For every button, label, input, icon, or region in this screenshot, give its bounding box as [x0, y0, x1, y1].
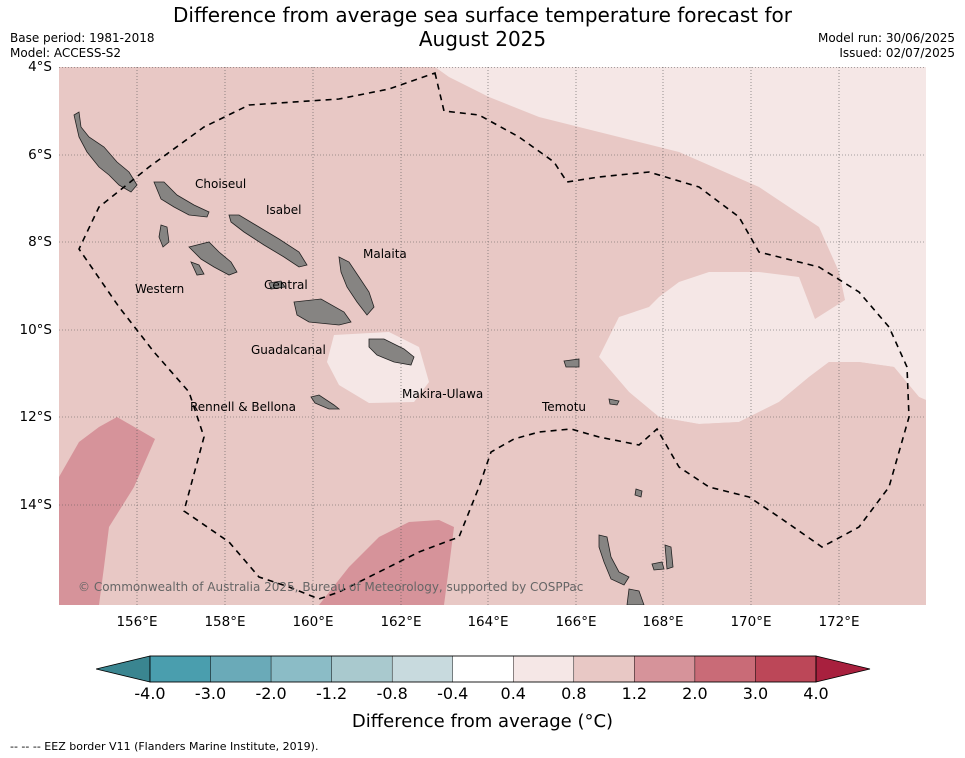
colorbar-tick-label: 2.0 — [682, 684, 708, 703]
colorbar-tick-label: 0.8 — [561, 684, 587, 703]
vanuatu-isle-4 — [651, 561, 665, 571]
colorbar-cell-10 — [755, 655, 817, 683]
colorbar-cell-2 — [270, 655, 332, 683]
makira-island — [368, 338, 415, 366]
sea-anomaly-band-south — [599, 357, 926, 605]
colorbar-tick-label: -2.0 — [255, 684, 287, 703]
model-name: Model: ACCESS-S2 — [10, 46, 122, 60]
colorbar-tick-label: 0.4 — [500, 684, 526, 703]
lat-label-8s: 8°S — [28, 234, 52, 250]
issued-date: Issued: 02/07/2025 — [839, 46, 955, 60]
central-isle — [268, 280, 286, 290]
sst-map — [59, 67, 926, 605]
lon-label-172e: 172°E — [818, 614, 860, 630]
rennell-island — [310, 394, 341, 410]
title-line-1: Difference from average sea surface temp… — [172, 3, 792, 27]
sea-anomaly-1.2-2.0-south — [319, 520, 454, 605]
colorbar-tick-label: -0.8 — [376, 684, 408, 703]
colorbar-cell-4 — [391, 655, 453, 683]
colorbar-extend-low — [96, 655, 151, 683]
lat-label-4s: 4°S — [28, 59, 52, 75]
vanuatu-isle-1 — [598, 534, 630, 586]
lon-label-170e: 170°E — [730, 614, 772, 630]
temotu-isle-2 — [608, 398, 620, 406]
lat-label-10s: 10°S — [19, 322, 53, 338]
colorbar-tick-label: -4.0 — [134, 684, 166, 703]
lat-label-14s: 14°S — [19, 497, 53, 513]
colorbar-extend-high — [815, 655, 871, 683]
place-isabel: Isabel — [266, 203, 302, 217]
lon-label-160e: 160°E — [292, 614, 334, 630]
colorbar-tick-label: 3.0 — [742, 684, 769, 703]
colorbar-label-text: Difference from average (°C) — [351, 711, 614, 732]
place-central: Central — [264, 278, 308, 292]
place-malaita: Malaita — [363, 247, 407, 261]
choiseul-island — [153, 181, 210, 218]
choiseul-land — [73, 111, 138, 193]
chart-title: Difference from average sea surface temp… — [0, 3, 965, 51]
lon-label-156e: 156°E — [116, 614, 158, 630]
place-makira-ulawa: Makira-Ulawa — [402, 387, 484, 401]
colorbar-tick-label: 1.2 — [621, 684, 648, 703]
lon-label-158e: 158°E — [204, 614, 246, 630]
sea-anomaly-1.2-2.0-sw — [59, 417, 155, 605]
colorbar — [96, 655, 871, 683]
sea-anomaly-0.4-0.8-north — [435, 67, 926, 424]
colorbar-cells — [149, 655, 817, 683]
vanuatu-isle-3 — [664, 544, 674, 570]
vanuatu-isle-2 — [626, 588, 645, 605]
colorbar-cell-0 — [149, 655, 211, 683]
colorbar-tick-label: 4.0 — [803, 684, 829, 703]
temotu-isle-1 — [563, 358, 580, 368]
lon-label-166e: 166°E — [555, 614, 597, 630]
graticule — [59, 67, 926, 605]
vanuatu-isle-5 — [634, 488, 643, 498]
place-choiseul: Choiseul — [195, 177, 247, 191]
lat-label-12s: 12°S — [19, 409, 53, 425]
colorbar-cell-9 — [694, 655, 756, 683]
model-run: Model run: 30/06/2025 — [817, 31, 955, 45]
isabel-island — [228, 214, 308, 268]
colorbar-cell-7 — [573, 655, 635, 683]
western-isle-1 — [158, 224, 170, 248]
colorbar-cell-5 — [452, 655, 514, 683]
lon-label-162e: 162°E — [380, 614, 422, 630]
meta-left: Base period: 1981-2018 Model: ACCESS-S2 — [10, 31, 155, 61]
copyright-notice: © Commonwealth of Australia 2025, Bureau… — [78, 580, 584, 594]
land — [73, 111, 674, 605]
colorbar-cell-1 — [210, 655, 272, 683]
base-period: Base period: 1981-2018 — [10, 31, 155, 45]
malaita-island — [338, 256, 375, 316]
place-rennell-bellona: Rennell & Bellona — [190, 400, 297, 414]
meta-right: Model run: 30/06/2025 Issued: 02/07/2025 — [818, 31, 955, 61]
title-line-2: August 2025 — [418, 27, 547, 51]
western-isle-2 — [188, 241, 238, 276]
colorbar-tick-label: -1.2 — [316, 684, 348, 703]
colorbar-frame — [149, 655, 817, 683]
colorbar-tick-label: -3.0 — [194, 684, 227, 703]
colorbar-tick-label: -0.4 — [437, 684, 469, 703]
colorbar-cell-3 — [331, 655, 393, 683]
place-guadalcanal: Guadalcanal — [251, 343, 326, 357]
lat-label-6s: 6°S — [28, 147, 52, 163]
lon-label-164e: 164°E — [467, 614, 509, 630]
guadalcanal-island — [293, 298, 352, 326]
colorbar-label: Difference from average (°C) — [0, 711, 965, 732]
eez-border — [78, 71, 910, 600]
colorbar-cell-6 — [513, 655, 575, 683]
western-isle-3 — [190, 261, 205, 276]
lon-label-168e: 168°E — [642, 614, 684, 630]
footnote: -- -- -- EEZ border V11 (Flanders Marine… — [10, 740, 319, 753]
colorbar-cell-8 — [634, 655, 696, 683]
place-temotu: Temotu — [542, 400, 587, 414]
place-western: Western — [135, 282, 185, 296]
